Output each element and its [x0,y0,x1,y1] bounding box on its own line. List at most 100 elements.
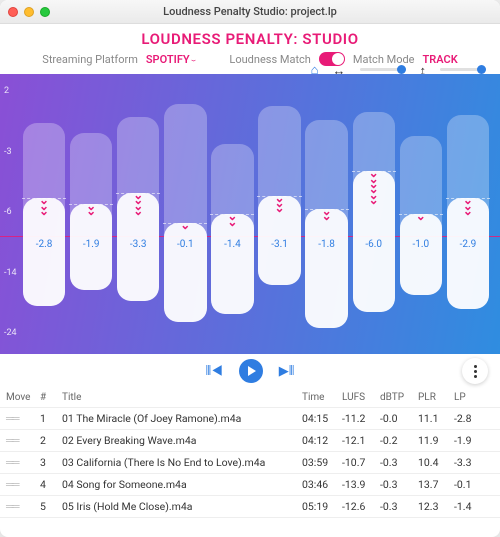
table-header: Move#TitleTimeLUFSdBTPPLRLP [0,388,500,408]
app-title: LOUDNESS PENALTY: STUDIO [141,30,358,48]
bar-value: -1.8 [305,239,349,250]
move-handle-icon[interactable]: ══ [6,434,40,447]
penalty-chevron-icon: ⌄⌄ [322,209,332,220]
row-time: 04:12 [302,434,342,447]
penalty-chevron-icon: ⌄⌄ [227,214,237,225]
row-lp: -0.1 [454,478,490,491]
prev-track-button[interactable]: ⦀◀ [205,364,222,379]
row-dbtp: -0.3 [380,478,418,491]
y-tick: 2 [4,86,20,96]
y-tick: -6 [4,207,20,217]
menu-button[interactable] [462,358,488,384]
bar-value: -1.4 [210,239,254,250]
platform-label: Streaming Platform [42,53,138,66]
column-header[interactable]: Time [302,392,342,403]
bar-column[interactable]: ⌄⌄⌄⌄ -3.3 [116,74,160,344]
row-time: 03:46 [302,478,342,491]
row-plr: 13.7 [418,478,454,491]
row-lufs: -12.1 [342,434,380,447]
table-row[interactable]: ══505 Iris (Hold Me Close).m4a05:19-12.6… [0,496,500,518]
bar-column[interactable]: ⌄-0.1 [163,74,207,344]
bar-column[interactable]: ⌄⌄⌄⌄⌄⌄-6.0 [352,74,396,344]
window-title: Loudness Penalty Studio: project.lp [0,5,500,18]
row-lp: -1.9 [454,434,490,447]
column-header[interactable]: LP [454,392,490,403]
row-title: 03 California (There Is No End to Love).… [62,456,302,469]
bars-container: ⌄⌄⌄-2.8⌄⌄-1.9⌄⌄⌄⌄-3.3⌄-0.1⌄⌄-1.4⌄⌄⌄-3.1⌄… [22,74,490,354]
penalty-chevron-icon: ⌄ [416,214,426,219]
app-window: Loudness Penalty Studio: project.lp LOUD… [0,0,500,537]
table-row[interactable]: ══101 The Miracle (Of Joey Ramone).m4a04… [0,408,500,430]
platform-value: SPOTIFY [146,53,190,66]
bar-column[interactable]: ⌄⌄ -1.4 [210,74,254,344]
platform-select[interactable]: SPOTIFY › [146,53,196,66]
column-header[interactable]: # [40,392,62,403]
row-index: 2 [40,434,62,447]
bar-column[interactable]: ⌄⌄⌄-2.9 [446,74,490,344]
column-header[interactable]: PLR [418,392,454,403]
row-lp: -3.3 [454,456,490,469]
row-lp: -1.4 [454,500,490,513]
row-dbtp: -0.3 [380,456,418,469]
table-row[interactable]: ══404 Song for Someone.m4a03:46-13.9-0.3… [0,474,500,496]
bar-value: -1.0 [399,239,443,250]
row-index: 3 [40,456,62,469]
row-plr: 11.1 [418,412,454,425]
row-index: 5 [40,500,62,513]
y-axis: 2 -3 -6 -14 -24 [0,74,20,354]
column-header[interactable]: Title [62,392,302,403]
y-tick: -14 [4,268,20,278]
penalty-chevron-icon: ⌄⌄⌄ [274,196,284,212]
bar-column[interactable]: ⌄⌄ -1.8 [305,74,349,344]
transport: ⦀◀ ▶⦀ [0,354,500,388]
y-tick: -3 [4,147,20,157]
move-handle-icon[interactable]: ══ [6,412,40,425]
bar-column[interactable]: ⌄⌄⌄-2.8 [22,74,66,344]
row-title: 04 Song for Someone.m4a [62,478,302,491]
bar-value: -2.8 [22,239,66,250]
bar-value: -6.0 [352,239,396,250]
bar-value: -1.9 [69,239,113,250]
loudness-match-label: Loudness Match [229,53,310,66]
row-lp: -2.8 [454,412,490,425]
v-zoom-slider[interactable] [440,68,486,71]
bar-value: -3.3 [116,239,160,250]
move-handle-icon[interactable]: ══ [6,500,40,513]
play-button[interactable] [239,359,263,383]
track-table: Move#TitleTimeLUFSdBTPPLRLP ══101 The Mi… [0,388,500,537]
header: LOUDNESS PENALTY: STUDIO Streaming Platf… [0,24,500,74]
bar-column[interactable]: ⌄⌄-1.9 [69,74,113,344]
row-lufs: -13.9 [342,478,380,491]
next-track-button[interactable]: ▶⦀ [279,364,295,379]
table-row[interactable]: ══303 California (There Is No End to Lov… [0,452,500,474]
titlebar: Loudness Penalty Studio: project.lp [0,0,500,24]
row-dbtp: -0.3 [380,500,418,513]
column-header[interactable]: Move [6,392,40,403]
row-plr: 10.4 [418,456,454,469]
column-header[interactable]: dBTP [380,392,418,403]
play-icon [248,366,256,376]
table-row[interactable]: ══202 Every Breaking Wave.m4a04:12-12.1-… [0,430,500,452]
bar-value: -2.9 [446,239,490,250]
h-zoom-slider[interactable] [360,68,406,71]
bar-column[interactable]: ⌄ -1.0 [399,74,443,344]
move-handle-icon[interactable]: ══ [6,456,40,469]
row-title: 01 The Miracle (Of Joey Ramone).m4a [62,412,302,425]
bar-column[interactable]: ⌄⌄⌄-3.1 [257,74,301,344]
penalty-chevron-icon: ⌄⌄⌄⌄ [133,193,143,215]
row-lufs: -10.7 [342,456,380,469]
chart: 2-3-6-14-24 ⌄⌄⌄-2.8⌄⌄-1.9⌄⌄⌄⌄-3.3⌄-0.1⌄⌄… [0,74,500,354]
row-plr: 11.9 [418,434,454,447]
row-lufs: -12.6 [342,500,380,513]
y-tick: -24 [4,328,20,338]
row-index: 4 [40,478,62,491]
row-plr: 12.3 [418,500,454,513]
column-header[interactable]: LUFS [342,392,380,403]
penalty-chevron-icon: ⌄ [180,223,190,228]
chevron-down-icon: › [188,59,199,61]
move-handle-icon[interactable]: ══ [6,478,40,491]
row-time: 04:15 [302,412,342,425]
row-dbtp: -0.2 [380,434,418,447]
row-dbtp: -0.0 [380,412,418,425]
row-time: 05:19 [302,500,342,513]
